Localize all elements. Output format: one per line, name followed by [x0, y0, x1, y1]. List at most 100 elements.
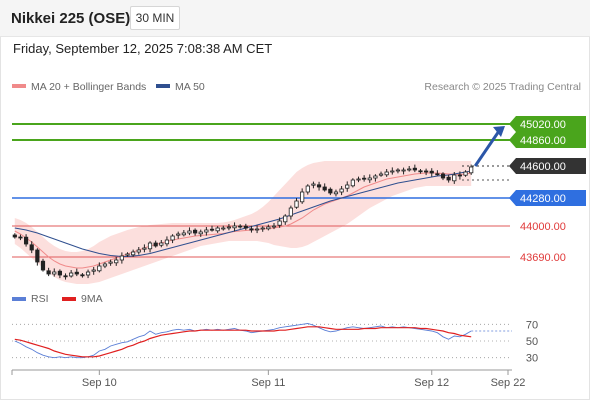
rsi-line [14, 323, 472, 359]
candle-body [328, 188, 333, 194]
rsi-legend-swatch [12, 297, 26, 301]
candle-body [85, 271, 91, 276]
candle-body [339, 188, 344, 193]
header-bar: Nikkei 225 (OSE) 30 MIN [0, 0, 590, 37]
rsi-tick-label: 70 [526, 319, 538, 331]
forecast-arrow [473, 130, 501, 167]
candle-body [429, 170, 434, 174]
candle-body [125, 253, 130, 256]
candle-body [226, 226, 232, 229]
candle-body [390, 170, 395, 173]
candle-body [23, 236, 29, 245]
candle-body [131, 251, 136, 256]
candle-body [164, 239, 170, 245]
x-tick-label: Sep 12 [414, 377, 449, 389]
candle-body [446, 176, 451, 181]
level-tag [509, 116, 586, 132]
candle-body [463, 171, 468, 176]
candle-body [29, 244, 34, 251]
candle-body [440, 173, 446, 179]
chart-datetime: Friday, September 12, 2025 7:08:38 AM CE… [13, 41, 273, 56]
candle-body [300, 191, 305, 203]
rsi-legend-label: RSI [31, 293, 49, 305]
candle-body [401, 169, 406, 172]
candle-body [435, 173, 440, 176]
source-credit: Research © 2025 Trading Central [424, 81, 581, 93]
candle-body [193, 229, 198, 234]
candle-body [176, 233, 181, 236]
legend-swatch [156, 84, 170, 88]
candle-body [232, 225, 237, 229]
candle-body [271, 225, 277, 228]
candle-body [97, 265, 102, 272]
candle-body [63, 275, 68, 278]
level-tag-label: 44000.00 [520, 221, 566, 233]
candle-body [452, 174, 457, 182]
level-tag [509, 132, 586, 148]
level-tag-label: 44280.00 [520, 193, 566, 205]
candle-body [74, 271, 79, 275]
instrument-title: Nikkei 225 (OSE) [11, 10, 131, 27]
candle-body [102, 263, 108, 267]
candle-body [333, 191, 339, 195]
legend-swatch [12, 84, 26, 88]
candle-body [356, 178, 361, 181]
candle-body [294, 200, 299, 208]
legend-label: MA 20 + Bollinger Bands [31, 81, 146, 93]
candle-body [181, 232, 186, 236]
candle-body [18, 236, 23, 239]
candle-body [412, 167, 417, 171]
candle-body [52, 271, 57, 275]
level-tag-label: 44860.00 [520, 135, 566, 147]
candle-body [266, 226, 271, 230]
candle-body [159, 242, 164, 246]
candle-body [170, 235, 175, 241]
candle-body [12, 234, 17, 238]
x-tick-label: Sep 22 [491, 377, 526, 389]
candle-body [238, 225, 243, 228]
candle-body [345, 184, 350, 189]
candle-body [136, 249, 141, 253]
candle-body [147, 242, 153, 250]
level-tag-label: 44600.00 [520, 161, 566, 173]
candle-body [311, 183, 316, 186]
rsi-legend-label: 9MA [81, 293, 103, 305]
candle-body [283, 215, 288, 223]
candle-body [378, 173, 384, 176]
candle-body [373, 175, 378, 179]
candle-body [260, 227, 265, 230]
candle-body [91, 269, 96, 272]
rsi-tick-label: 30 [526, 353, 538, 365]
candle-body [187, 230, 192, 234]
candle-body [469, 166, 474, 174]
candle-body [322, 186, 327, 191]
candle-body [384, 171, 389, 176]
candle-body [215, 227, 220, 232]
candle-body [277, 220, 282, 226]
rsi-9ma-line [14, 326, 472, 358]
candle-body [108, 261, 113, 264]
bollinger-band [14, 161, 472, 284]
candle-body [457, 174, 463, 177]
level-tag [509, 158, 586, 174]
candle-body [395, 169, 401, 172]
forecast-arrowhead [493, 126, 505, 137]
interval-selector[interactable]: 30 MIN [130, 6, 180, 30]
candle-body [209, 228, 215, 231]
ma50-line [14, 170, 472, 257]
candle-body [119, 255, 124, 261]
candle-body [46, 270, 51, 275]
candle-body [114, 259, 119, 264]
level-tag-label: 43690.00 [520, 252, 566, 264]
candle-body [305, 185, 310, 193]
x-tick-label: Sep 10 [82, 377, 117, 389]
candle-body [69, 272, 74, 277]
candle-body [350, 179, 355, 187]
candle-body [316, 184, 322, 188]
rsi-tick-label: 50 [526, 336, 538, 348]
candle-body [418, 170, 423, 173]
candle-body [362, 177, 367, 180]
rsi-legend-swatch [62, 297, 76, 301]
candle-body [204, 229, 209, 233]
